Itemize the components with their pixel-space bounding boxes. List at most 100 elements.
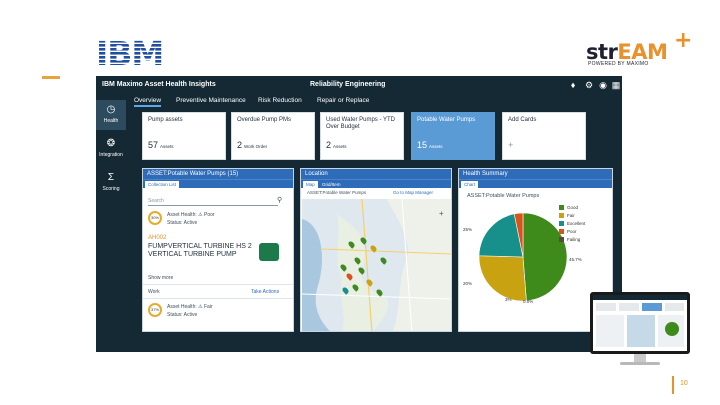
health-icon: ◷: [106, 104, 116, 115]
page-bar: [672, 376, 674, 394]
asset-description: FUMPVERTICAL TURBINE HS 2 VERTICAL TURBI…: [148, 243, 252, 258]
kpi-card-over-budget[interactable]: Used Water Pumps - YTD Over Budget 2 Asse…: [320, 112, 404, 160]
nav-scoring[interactable]: Σ Scoring: [96, 168, 126, 198]
user-icon[interactable]: ◉: [599, 80, 607, 90]
divider: [143, 298, 293, 299]
nav-label: Integration: [99, 152, 123, 158]
kpi-label: Overdue Pump PMs: [237, 117, 292, 123]
nav-label: Health: [103, 118, 119, 124]
sigma-icon: Σ: [107, 172, 115, 183]
stream-wordmark: strEAM: [586, 40, 668, 64]
accent-rule: [42, 76, 60, 79]
kpi-value: 2 Assets: [326, 140, 347, 150]
legend-label: Excellent: [567, 221, 586, 226]
monitor-illustration: [590, 292, 690, 370]
kpi-label: Add Cards: [508, 117, 537, 123]
map-manager-link[interactable]: Go to Map Manager: [393, 190, 434, 195]
health-gauge: 37%: [148, 303, 162, 317]
monitor-screen: [590, 292, 690, 354]
integration-icon: ❂: [106, 138, 116, 149]
asset-id[interactable]: AH002: [148, 235, 167, 241]
legend-label: Fair: [567, 213, 575, 218]
add-icon: +: [508, 140, 514, 150]
pie-slice-excellent[interactable]: [478, 213, 524, 258]
legend-swatch: [559, 237, 564, 242]
tab-preventive-maintenance[interactable]: Preventive Maintenance: [176, 97, 246, 104]
tab-grid[interactable]: Grid/Item: [322, 182, 341, 187]
kpi-label: Used Water Pumps - YTD Over Budget: [326, 117, 396, 130]
legend-swatch: [559, 213, 564, 218]
side-nav: ◷ Health ❂ Integration Σ Scoring: [96, 94, 126, 352]
legend-swatch: [559, 229, 564, 234]
top-bar: IBM Maximo Asset Health Insights Reliabi…: [96, 76, 622, 94]
gear-icon[interactable]: ⚙: [584, 80, 594, 90]
tab-map[interactable]: Map: [303, 181, 318, 188]
stream-tagline: POWERED BY MAXIMO: [588, 61, 649, 67]
kpi-label: Potable Water Pumps: [417, 117, 476, 123]
legend-label: Poor: [567, 229, 577, 234]
legend-label: Good: [567, 205, 579, 210]
work-link[interactable]: Work: [148, 289, 160, 295]
workspace-title: Reliability Engineering: [310, 81, 386, 88]
pie-slice-poor[interactable]: [513, 212, 524, 258]
tab-risk-reduction[interactable]: Risk Reduction: [258, 97, 302, 104]
map-filter-chip[interactable]: ASSET:Potable Water Pumps: [305, 190, 369, 195]
kpi-card-overdue-pms[interactable]: Overdue Pump PMs 2 Work Order: [231, 112, 315, 160]
tab-chart[interactable]: Chart: [461, 181, 479, 188]
kpi-card-pump-assets[interactable]: Pump assets 57 Assets: [142, 112, 226, 160]
kpi-label: Pump assets: [148, 117, 183, 123]
subtab-bar: Collection List: [143, 179, 293, 188]
take-actions-link[interactable]: Take Actions: [251, 289, 280, 295]
page-number: 10: [680, 380, 688, 387]
nav-health[interactable]: ◷ Health: [96, 100, 126, 130]
subtab-bar: Map Grid/Item: [301, 179, 451, 188]
kpi-value: 15 Assets: [417, 140, 443, 150]
panel-header: ASSET:Potable Water Pumps (15): [143, 169, 293, 179]
asset-health: Asset Health: ⚠ Fair: [167, 304, 213, 310]
pie-chart: [478, 212, 568, 302]
show-more-link[interactable]: Show more: [148, 275, 174, 281]
add-cards-button[interactable]: Add Cards +: [502, 112, 586, 160]
legend-label: Failing: [567, 237, 581, 242]
health-gauge: 30%: [148, 211, 162, 225]
pie-slice-fair[interactable]: [478, 255, 527, 302]
bell-icon[interactable]: ♦: [570, 80, 576, 90]
app-window: IBM Maximo Asset Health Insights Reliabi…: [96, 76, 622, 352]
tab-collection-list[interactable]: Collection List: [145, 181, 180, 188]
kpi-value: 57 Assets: [148, 140, 174, 150]
zoom-in-icon[interactable]: +: [439, 209, 444, 218]
tab-repair-or-replace[interactable]: Repair or Replace: [317, 97, 370, 104]
map-view[interactable]: [301, 198, 451, 331]
asset-health: Asset Health: ⚠ Poor: [167, 212, 215, 218]
tab-bar: Overview Preventive Maintenance Risk Red…: [134, 94, 434, 107]
location-panel: Location Map Grid/Item ASSET:Potable Wat…: [300, 168, 452, 332]
pct-label-fair: 25%: [463, 227, 473, 232]
pct-label-poor: 0.0%: [523, 299, 534, 304]
subtab-bar: Chart: [459, 179, 612, 188]
search-input[interactable]: Search: [148, 196, 278, 206]
pct-label-failing: 3%: [505, 297, 512, 302]
chart-title: ASSET:Potable Water Pumps: [467, 193, 540, 199]
asset-list-panel: ASSET:Potable Water Pumps (15) Collectio…: [142, 168, 294, 332]
stream-logo: strEAM + POWERED BY MAXIMO: [586, 28, 696, 68]
legend-swatch: [559, 205, 564, 210]
pie-slice-good[interactable]: [522, 212, 568, 302]
plus-icon: +: [674, 28, 693, 53]
legend-swatch: [559, 221, 564, 226]
health-summary-panel: Health Summary Chart ASSET:Potable Water…: [458, 168, 613, 332]
kpi-value: 2 Work Order: [237, 140, 268, 150]
asset-status: Status: Active: [167, 312, 198, 318]
grid-icon[interactable]: ▦: [611, 80, 621, 90]
panel-header: Location: [301, 169, 451, 179]
nav-integration[interactable]: ❂ Integration: [96, 134, 126, 164]
nav-label: Scoring: [102, 186, 120, 192]
panel-header: Health Summary: [459, 169, 612, 179]
asset-status: Status: Active: [167, 220, 198, 226]
pct-label-excellent: 20%: [463, 281, 473, 286]
search-icon[interactable]: ⚲: [277, 197, 283, 204]
pct-label-good: 45.7%: [569, 257, 582, 262]
divider: [143, 284, 293, 285]
asset-thumbnail: [259, 243, 279, 261]
tab-overview[interactable]: Overview: [134, 97, 162, 107]
kpi-card-potable-water-pumps[interactable]: Potable Water Pumps 15 Assets: [411, 112, 495, 160]
